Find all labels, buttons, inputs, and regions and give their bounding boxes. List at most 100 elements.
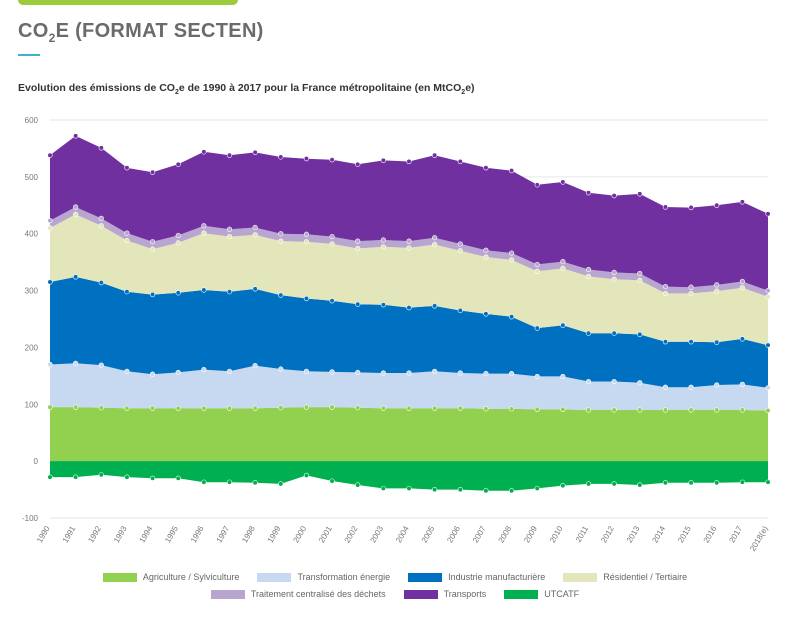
data-point — [303, 472, 310, 478]
data-point — [149, 246, 156, 252]
data-point — [175, 232, 181, 239]
data-point — [406, 245, 412, 251]
data-point — [432, 405, 438, 411]
data-point — [73, 474, 79, 480]
data-point — [739, 336, 745, 342]
data-point — [483, 370, 489, 377]
x-tick-label: 1996 — [189, 524, 206, 544]
data-point — [662, 204, 669, 210]
data-point — [175, 369, 181, 376]
data-point — [688, 384, 694, 390]
legend-label: Industrie manufacturière — [448, 572, 546, 582]
data-point — [98, 145, 104, 151]
data-point — [585, 190, 592, 196]
area-series — [50, 407, 768, 462]
data-point — [201, 405, 207, 411]
data-point — [714, 382, 720, 388]
data-point — [124, 405, 130, 411]
data-point — [483, 165, 489, 171]
data-point — [226, 289, 233, 295]
data-point — [278, 238, 284, 244]
area-series — [50, 276, 768, 388]
legend-item: Industrie manufacturière — [408, 572, 545, 582]
data-point — [201, 367, 207, 373]
data-point — [432, 241, 438, 248]
data-point — [303, 368, 310, 374]
data-point — [226, 152, 233, 158]
data-point — [201, 149, 207, 155]
data-point — [637, 191, 643, 197]
legend-row: Traitement centralisé des déchets Transpo… — [0, 589, 790, 599]
data-point — [175, 475, 181, 481]
data-point — [688, 290, 694, 297]
data-point — [47, 279, 53, 285]
data-point — [637, 331, 643, 337]
legend-swatch — [210, 589, 245, 599]
x-tick-label: 2016 — [702, 524, 719, 544]
x-tick-label: 2010 — [548, 524, 565, 544]
data-point — [739, 407, 745, 413]
data-point — [457, 307, 463, 314]
area-series — [50, 135, 768, 291]
legend-item: Transports — [403, 589, 487, 599]
data-point — [508, 488, 515, 494]
data-point — [560, 373, 566, 380]
data-point — [714, 282, 720, 288]
x-tick-label: 2008 — [497, 524, 514, 544]
data-point — [560, 406, 566, 413]
data-point — [226, 405, 233, 411]
data-point — [175, 161, 181, 167]
data-point — [124, 289, 130, 295]
data-point — [278, 366, 284, 372]
data-point — [611, 378, 617, 385]
data-point — [483, 406, 489, 412]
data-point — [432, 303, 438, 309]
x-tick-label: 1994 — [138, 524, 155, 544]
data-point — [303, 404, 310, 410]
data-point — [585, 266, 592, 273]
data-point — [98, 362, 104, 368]
data-point — [534, 373, 540, 380]
data-point — [303, 156, 310, 162]
data-point — [47, 474, 53, 480]
y-tick-label: 200 — [25, 343, 39, 352]
legend-label: Transports — [443, 589, 487, 599]
data-point — [73, 133, 79, 139]
data-point — [611, 193, 617, 199]
legend-item: Résidentiel / Tertiaire — [563, 572, 687, 582]
x-tick-label: 2011 — [574, 524, 591, 544]
data-point — [329, 157, 335, 163]
data-point — [714, 407, 720, 413]
data-point — [739, 479, 745, 485]
data-point — [329, 241, 335, 247]
data-point — [534, 406, 540, 413]
data-point — [637, 270, 643, 277]
data-point — [149, 169, 156, 175]
data-point — [534, 182, 540, 188]
data-point — [380, 370, 386, 376]
x-tick-label: 2007 — [471, 524, 488, 544]
data-point — [149, 239, 156, 245]
data-point — [662, 384, 669, 390]
chart-legend: Agriculture / Sylviculture Transformation… — [0, 572, 790, 606]
legend-item: UTCATF — [504, 589, 579, 599]
y-tick-label: 100 — [25, 400, 39, 409]
data-point — [585, 330, 592, 336]
data-point — [47, 361, 53, 368]
chart-area: -100 0 100 200 300 400 500 600 1990 1991 1992 1993 1… — [0, 108, 790, 558]
data-point — [508, 314, 515, 320]
area-series — [50, 363, 768, 411]
x-tick-label: 2017 — [727, 524, 744, 544]
emissions-area-chart: -100 0 100 200 300 400 500 600 1990 1991 1992 1993 1… — [22, 116, 771, 553]
x-tick-label: 2000 — [291, 524, 308, 544]
data-point — [278, 231, 284, 237]
data-point — [688, 204, 694, 211]
data-point — [765, 479, 771, 485]
data-point — [252, 405, 258, 411]
data-point — [534, 325, 540, 331]
chart-subtitle: Evolution des émissions de CO2e de 1990 … — [18, 82, 475, 97]
data-point — [124, 237, 130, 244]
legend-label: UTCATF — [544, 589, 580, 599]
data-point — [534, 261, 540, 268]
data-point — [73, 204, 79, 210]
